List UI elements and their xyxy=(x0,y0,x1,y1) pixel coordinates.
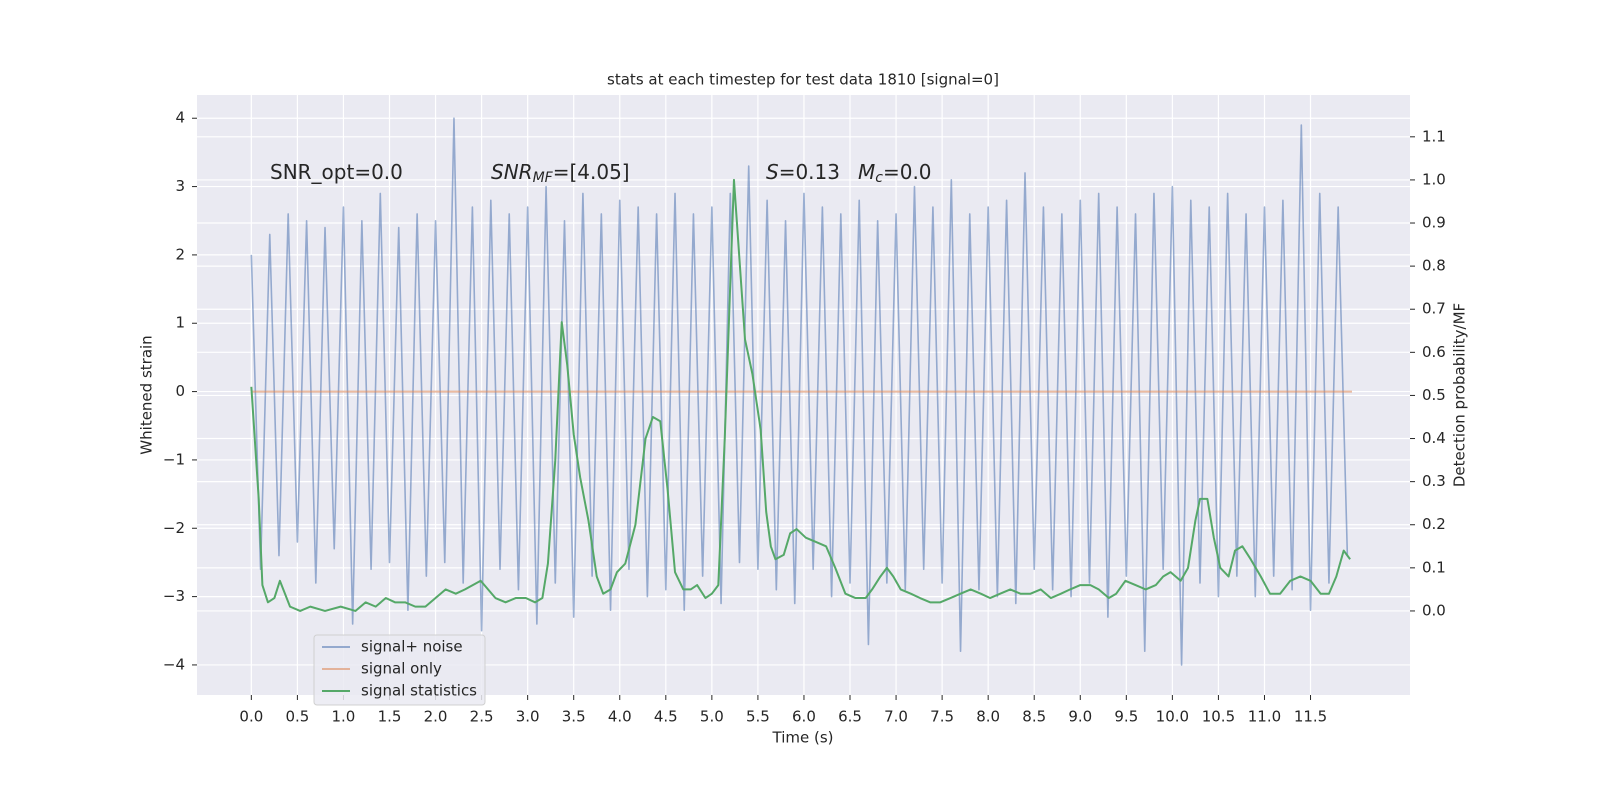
y-tick-label: −2 xyxy=(163,519,185,537)
labels: 0.0 0.5 1.0 1.5 2.0 2.5 3.0 3.5 4.0 4.5 5.0 5.5 6.0 6… xyxy=(163,109,1446,726)
x-tick-label: 5.0 xyxy=(700,708,724,726)
y2-tick-label: 0.3 xyxy=(1422,472,1446,490)
series-line xyxy=(250,178,1351,612)
x-tick-label: 4.0 xyxy=(608,708,632,726)
annotation-sub: MF xyxy=(533,170,554,186)
annotation: SNRMF=[4.05] xyxy=(491,160,630,187)
y2-tick-label: 1.0 xyxy=(1422,170,1446,188)
annotation-sub: c xyxy=(875,170,883,186)
y2-tick-label: 0.1 xyxy=(1422,558,1446,576)
annotation-main: SNR_opt=0.0 xyxy=(270,160,403,184)
legend: signal+ noise signal only signal statistic… xyxy=(313,634,486,706)
annotation-rest: =[4.05] xyxy=(553,160,630,184)
x-tick-label: 8.5 xyxy=(1022,708,1046,726)
annotation-main: SNR xyxy=(491,160,533,184)
y2-tick-label: 0.4 xyxy=(1422,429,1446,447)
annotation: Mc=0.0 xyxy=(858,160,932,187)
y-tick-label: −1 xyxy=(163,450,185,468)
y-axis-label: Whitened strain xyxy=(138,335,156,454)
legend-label: signal statistics xyxy=(361,682,477,700)
annotation-main: M xyxy=(858,160,875,184)
x-tick-label: 7.5 xyxy=(930,708,954,726)
y2-tick-label: 1.1 xyxy=(1422,127,1446,145)
legend-label: signal only xyxy=(361,660,442,678)
x-tick-label: 3.0 xyxy=(516,708,540,726)
x-tick-label: 11.0 xyxy=(1248,708,1281,726)
x-tick-label: 6.5 xyxy=(838,708,862,726)
y2-tick-label: 0.0 xyxy=(1422,601,1446,619)
x-tick-label: 5.5 xyxy=(746,708,770,726)
legend-box xyxy=(313,634,486,706)
y2-tick-label: 0.9 xyxy=(1422,214,1446,232)
x-tick-label: 8.0 xyxy=(976,708,1000,726)
series-line xyxy=(250,117,1349,666)
annotation-main: S xyxy=(766,160,779,184)
x-tick-label: 2.5 xyxy=(470,708,494,726)
x-tick-label: 10.5 xyxy=(1202,708,1235,726)
marks xyxy=(250,117,1352,666)
x-tick-label: 4.5 xyxy=(654,708,678,726)
x-tick-label: 6.0 xyxy=(792,708,816,726)
x-tick-label: 1.0 xyxy=(332,708,356,726)
y2-tick-label: 0.5 xyxy=(1422,386,1446,404)
y-tick-label: 3 xyxy=(175,177,185,195)
x-tick-label: 0.5 xyxy=(285,708,309,726)
annotation-rest: =0.0 xyxy=(883,160,932,184)
y2-tick-label: 0.8 xyxy=(1422,257,1446,275)
y-tick-label: 1 xyxy=(175,314,185,332)
y2-tick-label: 0.6 xyxy=(1422,343,1446,361)
annotation: SNR_opt=0.0 xyxy=(270,160,403,184)
y2-axis-label: Detection probability/MF xyxy=(1451,303,1469,487)
y-tick-label: 2 xyxy=(175,245,185,263)
x-tick-label: 1.5 xyxy=(378,708,402,726)
x-tick-label: 0.0 xyxy=(239,708,263,726)
x-axis-label: Time (s) xyxy=(772,729,834,747)
y2-tick-label: 0.7 xyxy=(1422,300,1446,318)
x-tick-label: 11.5 xyxy=(1294,708,1327,726)
y-tick-label: 4 xyxy=(175,109,185,127)
x-tick-label: 9.0 xyxy=(1068,708,1092,726)
x-tick-label: 10.0 xyxy=(1156,708,1189,726)
y-tick-label: 0 xyxy=(175,382,185,400)
x-tick-label: 3.5 xyxy=(562,708,586,726)
annotation: S=0.13 xyxy=(766,160,840,184)
annotation-rest: =0.13 xyxy=(779,160,840,184)
y-tick-label: −3 xyxy=(163,587,185,605)
x-tick-label: 7.0 xyxy=(884,708,908,726)
chart-title: stats at each timestep for test data 181… xyxy=(607,71,999,89)
legend-label: signal+ noise xyxy=(361,638,463,656)
x-tick-label: 9.5 xyxy=(1114,708,1138,726)
y-tick-label: −4 xyxy=(163,655,185,673)
x-tick-label: 2.0 xyxy=(424,708,448,726)
y2-tick-label: 0.2 xyxy=(1422,515,1446,533)
